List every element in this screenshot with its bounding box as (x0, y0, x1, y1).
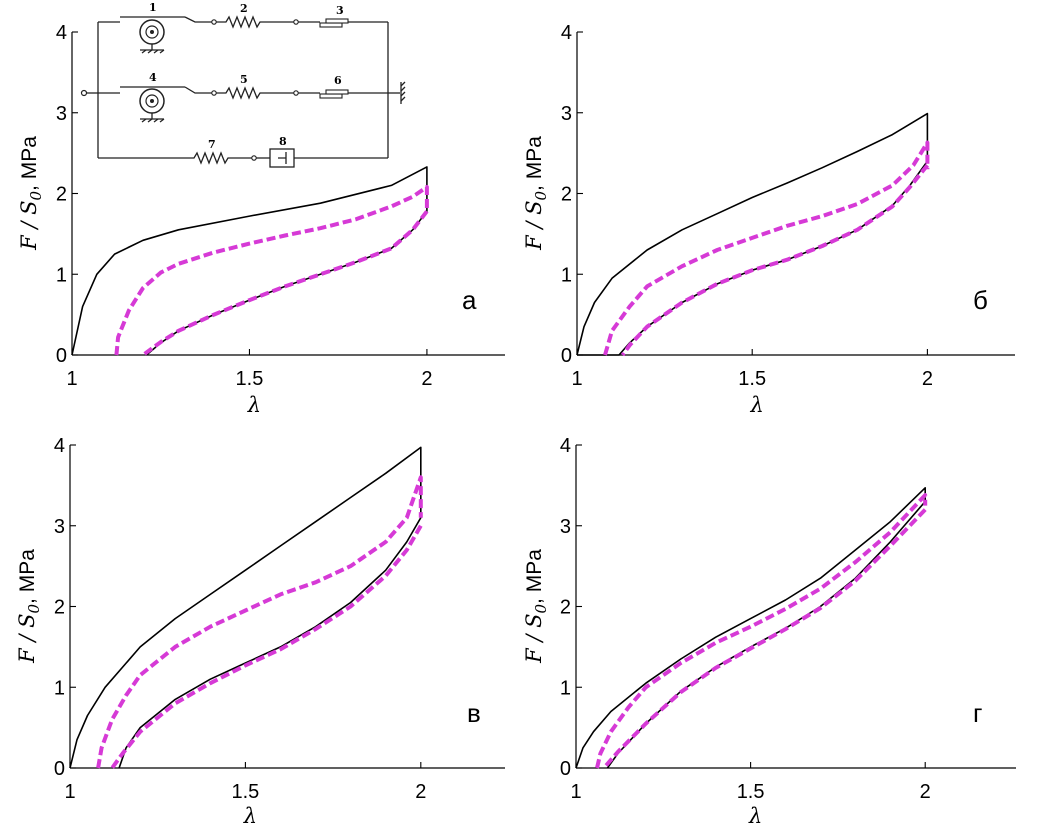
y-tick-label-v-2: 2 (54, 597, 65, 619)
schematic-label-7: 7 (208, 138, 216, 151)
panel-label-v: в (467, 698, 481, 728)
y-axis-label-unit-g: , MPa (523, 549, 546, 604)
x-axis-label-g: λ (748, 804, 762, 828)
y-tick-label-g-3: 3 (560, 516, 571, 538)
x-tick-label-a-2: 2 (421, 368, 432, 390)
rheological-model-schematic: 1 2 3 4 5 6 7 8 (80, 1, 406, 168)
schematic-label-4: 4 (149, 71, 157, 84)
panel-label-g: г (973, 698, 982, 728)
y-tick-label-g-0: 0 (560, 758, 571, 780)
y-tick-label-a-3: 3 (56, 103, 67, 125)
y-tick-label-g-4: 4 (560, 435, 571, 457)
x-axis-label-v: λ (243, 804, 257, 828)
y-tick-label-a-2: 2 (56, 184, 67, 206)
schematic-label-1: 1 (149, 1, 157, 14)
x-tick-label-g-0: 1 (570, 781, 581, 803)
y-tick-label-a-4: 4 (56, 22, 67, 44)
y-tick-label-g-2: 2 (560, 597, 571, 619)
y-axis-label-sub-g: 0 (532, 604, 550, 614)
y-axis-label-b: F / S0, MPa (522, 136, 550, 251)
y-tick-label-v-3: 3 (54, 516, 65, 538)
x-tick-label-v-1: 1.5 (231, 781, 259, 803)
x-tick-label-g-1: 1.5 (737, 781, 765, 803)
y-axis-label-unit-v: , MPa (16, 549, 39, 604)
y-axis-label-main-a: F / S (17, 201, 41, 251)
model-curve-v-1 (96, 475, 423, 769)
experiment-curve-v-0 (69, 446, 422, 769)
schematic-label-6: 6 (334, 74, 342, 87)
x-axis-label-a: λ (247, 393, 261, 417)
experiment-curve-g-0 (575, 486, 927, 769)
panel-label-b: б (973, 285, 988, 315)
schematic-label-2: 2 (240, 2, 248, 15)
x-tick-label-b-1: 1.5 (738, 368, 766, 390)
model-curve-b-1 (603, 140, 930, 356)
y-tick-label-v-0: 0 (54, 758, 65, 780)
y-tick-label-v-1: 1 (54, 677, 65, 699)
model-curve-b-2 (620, 163, 929, 357)
y-axis-label-main-v: F / S (15, 614, 39, 664)
schematic-label-3: 3 (336, 4, 344, 17)
y-axis-label-sub-b: 0 (532, 191, 550, 201)
x-tick-label-b-0: 1 (571, 368, 582, 390)
model-curve-a-2 (141, 210, 429, 357)
x-tick-label-a-0: 1 (66, 368, 77, 390)
y-axis-label-sub-v: 0 (25, 604, 43, 614)
x-tick-label-a-1: 1.5 (236, 368, 264, 390)
y-axis-label-main-b: F / S (522, 201, 546, 251)
x-tick-label-b-2: 2 (922, 368, 933, 390)
y-tick-label-b-4: 4 (561, 22, 572, 44)
y-tick-label-g-1: 1 (560, 677, 571, 699)
experiment-curve-a-0 (71, 166, 428, 356)
y-tick-label-b-2: 2 (561, 184, 572, 206)
y-axis-label-a: F / S0, MPa (17, 136, 45, 251)
schematic-label-8: 8 (279, 135, 287, 148)
x-tick-label-g-2: 2 (920, 781, 931, 803)
y-axis-label-g: F / S0, MPa (522, 549, 550, 664)
y-axis-label-main-g: F / S (522, 614, 546, 664)
x-tick-label-v-2: 2 (415, 781, 426, 803)
x-axis-label-b: λ (750, 393, 764, 417)
model-curve-a-1 (114, 185, 429, 356)
y-axis-label-unit-b: , MPa (523, 136, 546, 191)
y-tick-label-b-3: 3 (561, 103, 572, 125)
y-tick-label-b-1: 1 (561, 264, 572, 286)
y-tick-label-a-1: 1 (56, 264, 67, 286)
y-axis-label-sub-a: 0 (27, 191, 45, 201)
model-curve-g-2 (602, 508, 927, 770)
y-axis-label-unit-a: , MPa (18, 136, 41, 191)
y-tick-label-a-0: 0 (56, 345, 67, 367)
x-tick-label-v-0: 1 (64, 781, 75, 803)
y-tick-label-v-4: 4 (54, 435, 65, 457)
y-axis-label-v: F / S0, MPa (15, 549, 43, 664)
schematic-label-5: 5 (240, 73, 248, 86)
y-tick-label-b-0: 0 (561, 345, 572, 367)
model-curve-v-2 (110, 524, 423, 770)
model-curve-g-1 (595, 493, 928, 769)
experiment-curve-b-0 (576, 112, 929, 356)
panel-label-a: а (462, 285, 477, 315)
